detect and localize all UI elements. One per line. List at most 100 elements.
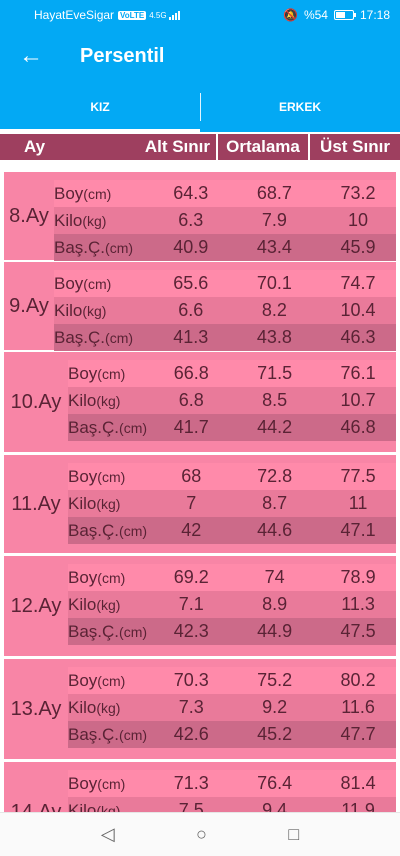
table-row: Boy(cm) 65.6 70.1 74.7 xyxy=(54,270,396,297)
value-mean: 70.1 xyxy=(256,273,292,293)
measure-unit: (cm) xyxy=(97,365,126,382)
measure-unit: (cm) xyxy=(83,275,112,292)
measure-name: Boy xyxy=(68,567,98,587)
header-upper: Üst Sınır xyxy=(308,134,400,160)
measure-name: Boy xyxy=(68,363,98,383)
measure-unit: (kg) xyxy=(82,302,107,319)
circle-home-icon[interactable]: ○ xyxy=(196,824,207,844)
table-row: Baş.Ç.(cm) 42 44.6 47.1 xyxy=(68,517,396,544)
measure-name: Kilo xyxy=(68,697,97,717)
measure-name: Kilo xyxy=(54,300,83,320)
value-mean: 76.4 xyxy=(257,773,293,793)
month-block: 8.Ay Boy(cm) 64.3 68.7 73.2 Kilo(kg) 6.3 7.9 10 B… xyxy=(4,172,396,261)
value-lower: 42.6 xyxy=(173,724,209,744)
row-label: Boy(cm) xyxy=(68,364,153,384)
nav-bar: ◁ ○ □ xyxy=(0,812,400,856)
arrow-left-icon[interactable]: ← xyxy=(19,42,43,69)
tab-kiz[interactable]: KIZ xyxy=(0,82,200,132)
table-row: Kilo(kg) 6.3 7.9 10 xyxy=(54,207,396,234)
measure-unit: (cm) xyxy=(83,185,112,202)
row-label: Baş.Ç.(cm) xyxy=(54,328,153,348)
month-block: 9.Ay Boy(cm) 65.6 70.1 74.7 Kilo(kg) 6.6 8.2 10.… xyxy=(4,262,396,351)
value-lower: 65.6 xyxy=(173,273,209,293)
month-block: 14.Ay Boy(cm) 71.3 76.4 81.4 Kilo(kg) 7.5 9.4 11… xyxy=(4,762,396,812)
table-row: Kilo(kg) 6.6 8.2 10.4 xyxy=(54,297,396,324)
value-upper: 77.5 xyxy=(340,466,376,486)
month-label: 11.Ay xyxy=(11,492,61,515)
table-row: Boy(cm) 66.8 71.5 76.1 xyxy=(68,360,396,387)
row-label: Kilo(kg) xyxy=(68,494,153,514)
value-mean: 7.9 xyxy=(261,210,287,230)
square-recents-icon[interactable]: □ xyxy=(288,824,300,844)
value-lower: 66.8 xyxy=(173,363,209,383)
value-lower: 40.9 xyxy=(173,237,209,257)
value-mean: 8.5 xyxy=(262,390,288,410)
percentile-list[interactable]: 8.Ay Boy(cm) 64.3 68.7 73.2 Kilo(kg) 6.3 7.9 10 B… xyxy=(0,162,400,812)
month-block: 12.Ay Boy(cm) 69.2 74 78.9 Kilo(kg) 7.1 8.9 11.3… xyxy=(4,556,396,656)
measure-name: Kilo xyxy=(54,210,83,230)
month-block: 10.Ay Boy(cm) 66.8 71.5 76.1 Kilo(kg) 6.8 8.5 10… xyxy=(4,352,396,452)
value-lower: 41.3 xyxy=(173,327,209,347)
value-mean: 68.7 xyxy=(256,183,292,203)
clock: 17:18 xyxy=(359,8,390,22)
value-mean: 74 xyxy=(264,567,285,587)
row-label: Kilo(kg) xyxy=(68,391,153,411)
page-title: Persentil xyxy=(80,44,165,67)
measure-name: Kilo xyxy=(68,390,97,410)
row-label: Kilo(kg) xyxy=(68,595,153,615)
measure-name: Baş.Ç. xyxy=(68,520,120,540)
value-lower: 70.3 xyxy=(173,670,209,690)
value-mean: 9.4 xyxy=(262,800,288,812)
measure-unit: (cm) xyxy=(119,522,148,539)
row-label: Baş.Ç.(cm) xyxy=(68,418,153,438)
value-lower: 7.1 xyxy=(178,594,204,614)
header-mean: Ortalama xyxy=(216,134,308,160)
measure-unit: (kg) xyxy=(96,596,121,613)
value-lower: 7.3 xyxy=(178,697,204,717)
measure-unit: (kg) xyxy=(96,495,121,512)
tab-erkek[interactable]: ERKEK xyxy=(278,100,321,114)
value-lower: 7.5 xyxy=(178,800,204,812)
value-upper: 10.4 xyxy=(340,300,376,320)
month-label: 8.Ay xyxy=(9,204,49,227)
value-upper: 11.6 xyxy=(341,697,375,717)
month-label: 14.Ay xyxy=(10,800,62,813)
measure-unit: (kg) xyxy=(96,699,121,716)
value-upper: 10.7 xyxy=(340,390,376,410)
volte-badge: VoLTE xyxy=(118,10,147,20)
value-upper: 80.2 xyxy=(340,670,376,690)
month-label: 9.Ay xyxy=(9,294,49,317)
value-upper: 81.4 xyxy=(340,773,376,793)
value-mean: 44.2 xyxy=(257,417,293,437)
month-label: 12.Ay xyxy=(10,594,62,617)
table-row: Kilo(kg) 7.1 8.9 11.3 xyxy=(68,591,396,618)
row-label: Kilo(kg) xyxy=(68,698,153,718)
measure-unit: (cm) xyxy=(119,623,148,640)
table-row: Baş.Ç.(cm) 41.7 44.2 46.8 xyxy=(68,414,396,441)
app-bar: ← Persentil xyxy=(0,30,400,82)
measure-unit: (cm) xyxy=(97,672,126,689)
row-label: Baş.Ç.(cm) xyxy=(68,725,153,745)
table-header: Ay Alt Sınır Ortalama Üst Sınır xyxy=(0,134,400,160)
value-lower: 71.3 xyxy=(173,773,209,793)
measure-name: Baş.Ç. xyxy=(68,417,120,437)
triangle-back-icon[interactable]: ◁ xyxy=(100,824,115,844)
value-lower: 6.6 xyxy=(178,300,204,320)
gender-tabs: KIZ ERKEK xyxy=(0,82,400,132)
measure-name: Boy xyxy=(54,183,84,203)
measure-unit: (cm) xyxy=(105,239,134,256)
value-upper: 46.3 xyxy=(340,327,376,347)
row-label: Boy(cm) xyxy=(68,467,153,487)
measure-name: Kilo xyxy=(68,594,97,614)
table-row: Kilo(kg) 7 8.7 11 xyxy=(68,490,396,517)
value-mean: 71.5 xyxy=(257,363,293,383)
month-block: 11.Ay Boy(cm) 68 72.8 77.5 Kilo(kg) 7 8.7 11 Baş.… xyxy=(4,455,396,553)
measure-unit: (cm) xyxy=(97,775,126,792)
row-label: Kilo(kg) xyxy=(54,211,153,231)
value-mean: 8.7 xyxy=(262,493,288,513)
value-upper: 47.1 xyxy=(340,520,376,540)
measure-name: Baş.Ç. xyxy=(54,237,106,257)
month-label: 13.Ay xyxy=(10,697,62,720)
value-lower: 41.7 xyxy=(173,417,209,437)
measure-unit: (kg) xyxy=(82,212,107,229)
